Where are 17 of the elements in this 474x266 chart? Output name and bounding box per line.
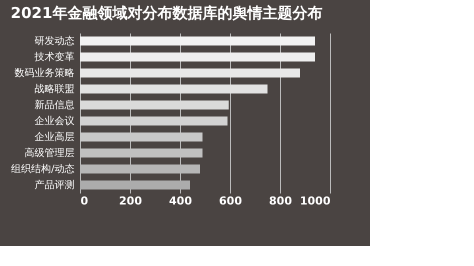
- x-tick-label: 200: [119, 194, 142, 208]
- x-tick-label: 600: [219, 194, 242, 208]
- y-tick-label: 技术变革: [34, 51, 74, 63]
- y-tick-label: 高级管理层: [24, 147, 74, 159]
- y-tick-label: 新品信息: [34, 99, 74, 111]
- x-tick-label: 1000: [300, 194, 331, 208]
- y-tick-label: 产品评测: [34, 179, 74, 191]
- y-tick-label: 企业会议: [34, 115, 74, 127]
- chart-title: 2021年金融领域对分布数据库的舆情主题分布: [10, 4, 322, 22]
- y-tick-label: 研发动态: [34, 35, 74, 47]
- y-tick-label: 组织结构/动态: [11, 163, 74, 175]
- x-tick-label: 800: [269, 194, 292, 208]
- y-tick-label: 数码业务策略: [14, 67, 74, 79]
- x-tick-label: 0: [80, 194, 88, 208]
- y-tick-label: 战略联盟: [34, 83, 74, 95]
- y-tick-label: 企业高层: [34, 131, 74, 143]
- x-tick-label: 400: [169, 194, 192, 208]
